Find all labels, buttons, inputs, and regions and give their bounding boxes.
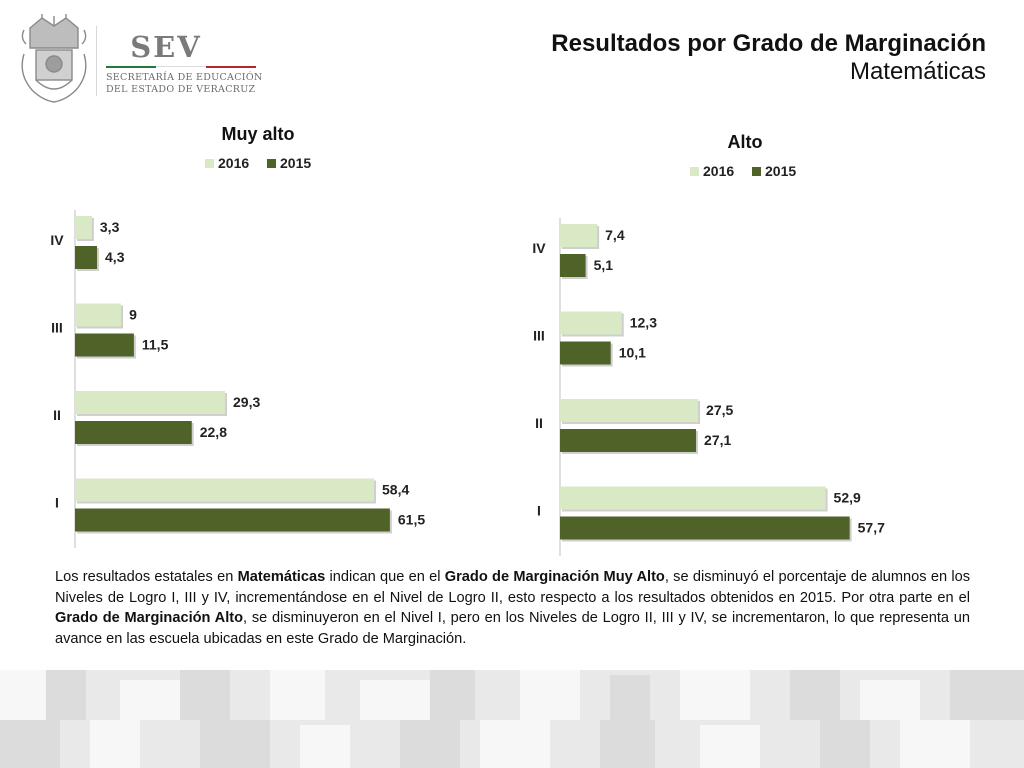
bar-2015-III (560, 341, 611, 365)
category-label: IV (532, 240, 546, 256)
category-label: II (53, 407, 61, 423)
bar-2016-IV (75, 216, 92, 239)
legend-label-2016: 2016 (218, 155, 249, 171)
paragraph-bold-run: Grado de Marginación Muy Alto (444, 569, 665, 585)
paragraph-run: indican que en el (325, 569, 445, 585)
bar-2016-III (560, 311, 622, 335)
paragraph-run: , se disminuyeron en el Nivel I, pero en… (55, 610, 970, 647)
veracruz-seal-icon (21, 14, 87, 103)
bar-2016-I (75, 478, 375, 502)
category-label: I (55, 495, 59, 511)
logo-divider (96, 26, 97, 96)
data-label: 10,1 (619, 345, 646, 361)
legend-swatch-2016 (690, 167, 699, 176)
paragraph-run: , se disminuyó el porcentaje de alumnos … (55, 569, 971, 606)
legend-swatch-2015 (267, 159, 276, 168)
flag-stripe (106, 66, 256, 68)
bar-2015-II (560, 429, 697, 452)
data-label: 7,4 (605, 227, 625, 243)
chart-muy-alto: Muy alto 2016 2015 IV 3,3 4,3 III 9 11,5 II 29,3 22… (50, 124, 425, 548)
paragraph-run: Los resultados estatales en (55, 569, 238, 585)
data-label: 12,3 (630, 315, 657, 331)
bar-2015-I (560, 516, 850, 540)
data-label: 61,5 (398, 512, 425, 528)
data-label: 11,5 (142, 337, 169, 353)
data-label: 58,4 (382, 482, 409, 498)
bar-2016-I (560, 486, 826, 510)
data-label: 5,1 (594, 257, 614, 273)
data-label: 4,3 (105, 249, 125, 265)
data-label: 57,7 (858, 520, 885, 536)
chart-alto: Alto 2016 2015 IV 7,4 5,1 III 12,3 10,1 II 27,5 27,… (532, 132, 885, 556)
bar-2016-II (75, 391, 226, 414)
category-label: IV (50, 232, 64, 248)
paragraph-bold-run: Grado de Marginación Alto (55, 610, 244, 626)
category-label: II (535, 415, 543, 431)
bar-2016-IV (560, 224, 598, 247)
category-label: I (537, 503, 541, 519)
bar-2015-IV (560, 254, 586, 277)
bar-2015-I (75, 508, 390, 532)
bar-2015-III (75, 333, 134, 357)
bar-2016-III (75, 303, 122, 327)
data-label: 3,3 (100, 219, 120, 235)
page-title: Resultados por Grado de Marginación (551, 30, 986, 57)
footer-decoration (0, 670, 1024, 768)
page-title-block: Resultados por Grado de Marginación Mate… (551, 30, 986, 86)
category-label: III (533, 328, 545, 344)
category-label: III (51, 320, 63, 336)
data-label: 29,3 (233, 394, 260, 410)
summary-paragraph: Los resultados estatales en Matemáticas … (55, 567, 970, 649)
legend-swatch-2015 (752, 167, 761, 176)
paragraph-bold-run: Matemáticas (237, 569, 326, 585)
data-label: 27,1 (704, 432, 731, 448)
data-label: 22,8 (200, 424, 227, 440)
legend-label-2015: 2015 (765, 163, 796, 179)
legend-label-2015: 2015 (280, 155, 311, 171)
data-label: 52,9 (834, 490, 861, 506)
chart-title: Muy alto (221, 124, 294, 144)
logo-line-2: DEL ESTADO DE VERACRUZ (106, 84, 256, 95)
logo-line-1: SECRETARÍA DE EDUCACIÓN (106, 72, 263, 83)
chart-title: Alto (728, 132, 763, 152)
bar-2016-II (560, 399, 699, 422)
data-label: 27,5 (706, 402, 733, 418)
legend-label-2016: 2016 (703, 163, 734, 179)
sev-logo: SEV SECRETARÍA DE EDUCACIÓN DEL ESTADO D… (18, 14, 262, 106)
bar-2015-IV (75, 246, 98, 269)
page-subtitle: Matemáticas (849, 58, 986, 85)
bar-2015-II (75, 421, 192, 444)
data-label: 9 (129, 307, 137, 323)
legend-swatch-2016 (205, 159, 214, 168)
sev-logo-word: SEV (130, 30, 202, 64)
